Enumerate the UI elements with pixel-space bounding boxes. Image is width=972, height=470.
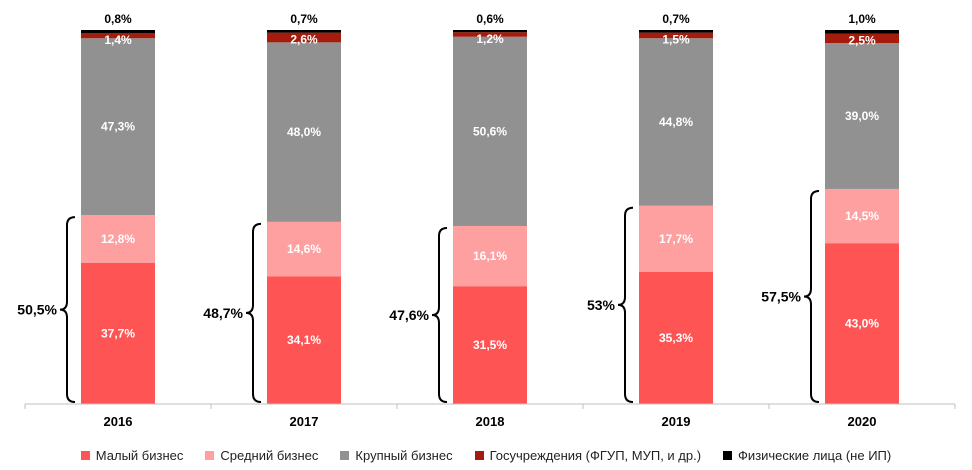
- segment-label-2016-4: 1,4%: [104, 33, 132, 47]
- bar-segment-2018-1: [453, 286, 527, 404]
- bar-segment-2017-1: [267, 276, 341, 404]
- top-label-2020: 1,0%: [848, 12, 876, 26]
- legend-swatch: [80, 450, 90, 460]
- segment-label-2017-2: 14,6%: [287, 242, 321, 256]
- bar-segment-2017-3: [267, 42, 341, 222]
- brace-2019: [617, 206, 634, 403]
- segment-label-2019-3: 44,8%: [659, 115, 693, 129]
- bar-segment-2019-5: [639, 30, 713, 33]
- legend-swatch: [474, 450, 484, 460]
- bar-segment-2019-3: [639, 38, 713, 206]
- segment-label-2020-3: 39,0%: [845, 109, 879, 123]
- bar-segment-2019-1: [639, 271, 713, 404]
- x-tick-label-2018: 2018: [476, 414, 505, 429]
- x-axis: 2016 2017 2018 2019 2020: [24, 403, 956, 429]
- legend-swatch: [340, 450, 350, 460]
- bar-segment-2020-1: [825, 243, 899, 404]
- brace-label-2019: 53%: [587, 297, 616, 313]
- x-tick-label-2019: 2019: [662, 414, 691, 429]
- top-label-2018: 0,6%: [476, 12, 504, 26]
- brace-2017: [245, 222, 262, 403]
- bar-segment-2016-4: [81, 32, 155, 39]
- legend-label: Физические лица (не ИП): [738, 447, 892, 463]
- brace-2020: [803, 189, 820, 403]
- bar-segment-2017-2: [267, 221, 341, 277]
- segment-label-2019-4: 1,5%: [662, 33, 690, 47]
- segment-label-2018-1: 31,5%: [473, 338, 507, 352]
- braces-layer: 50,5% 48,7% 47,6% 53% 57,5%: [17, 189, 820, 403]
- brace-2016: [59, 216, 76, 403]
- segment-label-2018-4: 1,2%: [476, 32, 504, 46]
- legend: Малый бизнес Средний бизнес Крупный бизнес…: [0, 444, 972, 466]
- bar-segment-2019-4: [639, 32, 713, 39]
- legend-label: Госучреждения (ФГУП, МУП, и др.): [489, 447, 702, 463]
- bar-segment-2016-2: [81, 215, 155, 264]
- brace-label-2017: 48,7%: [203, 305, 243, 321]
- bar-segment-2017-5: [267, 30, 341, 33]
- bar-segment-2016-3: [81, 38, 155, 216]
- top-label-2019: 0,7%: [662, 12, 690, 26]
- top-label-2016: 0,8%: [104, 12, 132, 26]
- segment-label-2018-3: 50,6%: [473, 124, 507, 138]
- bar-segment-2020-2: [825, 188, 899, 244]
- brace-label-2018: 47,6%: [389, 307, 429, 323]
- bar-segment-2017-4: [267, 32, 341, 43]
- legend-label: Крупный бизнес: [355, 447, 453, 463]
- segment-label-2017-4: 2,6%: [290, 33, 318, 47]
- segment-label-2018-2: 16,1%: [473, 249, 507, 263]
- bar-segment-2018-4: [453, 32, 527, 37]
- x-tick-label-2020: 2020: [848, 414, 877, 429]
- segment-label-2019-1: 35,3%: [659, 331, 693, 345]
- legend-item-2: Средний бизнес: [205, 444, 318, 466]
- legend-item-4: Госучреждения (ФГУП, МУП, и др.): [474, 444, 702, 466]
- segment-label-2016-3: 47,3%: [101, 120, 135, 134]
- bar-segment-2019-2: [639, 205, 713, 272]
- segment-label-2020-1: 43,0%: [845, 317, 879, 331]
- legend-label: Малый бизнес: [95, 447, 184, 463]
- brace-label-2020: 57,5%: [761, 288, 801, 304]
- segment-label-2016-2: 12,8%: [101, 232, 135, 246]
- bar-segment-2020-3: [825, 43, 899, 189]
- segment-label-2020-4: 2,5%: [848, 34, 876, 48]
- bar-segment-2018-3: [453, 36, 527, 226]
- bar-segment-2018-2: [453, 225, 527, 287]
- x-tick-label-2016: 2016: [104, 414, 133, 429]
- segment-label-2017-3: 48,0%: [287, 125, 321, 139]
- segment-label-2019-2: 17,7%: [659, 232, 693, 246]
- segment-label-2016-1: 37,7%: [101, 327, 135, 341]
- bar-segment-2018-5: [453, 30, 527, 33]
- legend-item-5: Физические лица (не ИП): [723, 444, 891, 466]
- legend-swatch: [723, 450, 733, 460]
- bar-segment-2016-5: [81, 30, 155, 33]
- legend-label: Средний бизнес: [220, 447, 319, 463]
- segment-label-2020-2: 14,5%: [845, 209, 879, 223]
- brace-label-2016: 50,5%: [17, 302, 57, 318]
- segment-label-2017-1: 34,1%: [287, 333, 321, 347]
- brace-2018: [431, 226, 448, 403]
- legend-swatch: [205, 450, 215, 460]
- x-tick-label-2017: 2017: [290, 414, 319, 429]
- legend-item-1: Малый бизнес: [80, 444, 184, 466]
- bar-segment-2020-5: [825, 30, 899, 34]
- bars-layer: 37,7% 12,8% 47,3% 1,4% 0,8% 34,1% 14,6% 48,0% 2,…: [81, 12, 899, 404]
- bar-segment-2020-4: [825, 33, 899, 44]
- bar-segment-2016-1: [81, 263, 155, 404]
- legend-item-3: Крупный бизнес: [340, 444, 453, 466]
- top-label-2017: 0,7%: [290, 12, 318, 26]
